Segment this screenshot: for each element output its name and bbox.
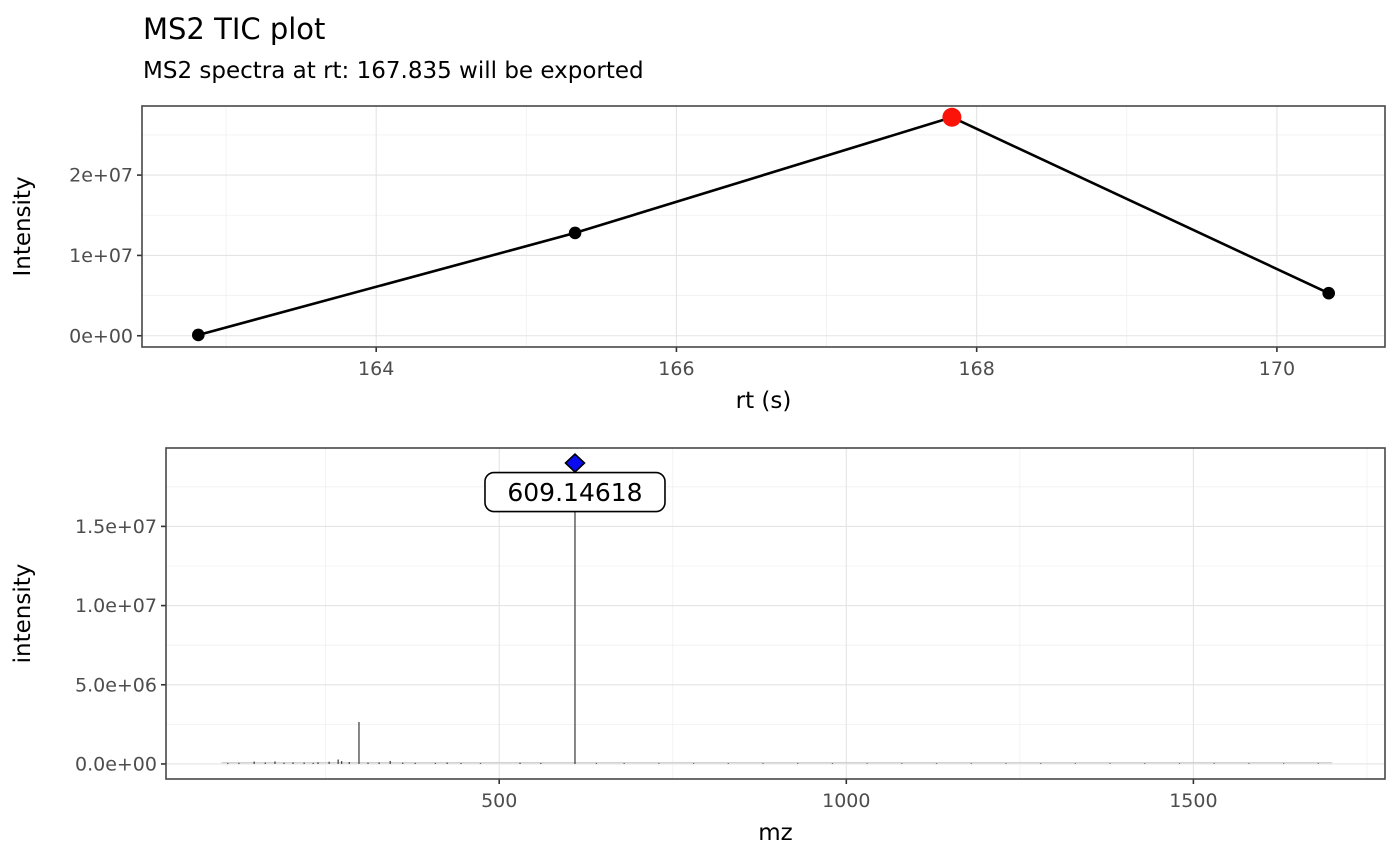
- x-axis-title: rt (s): [736, 388, 792, 414]
- tic-trace-line: [197, 115, 1330, 337]
- tic-point[interactable]: [191, 328, 205, 342]
- tic-selected-point[interactable]: [942, 107, 962, 127]
- tic-chart: 164 166 168 170 0e+00 1e+07 2e+07 rt (s) Intensi…: [10, 105, 1386, 414]
- peak-label-box: [484, 471, 666, 513]
- ms2-spectrum-chart: 500 1000 1500 0.0e+00 5.0e+06 1.0e+07 1.5e+07 m…: [10, 447, 1386, 846]
- x-tick-label: 166: [658, 358, 694, 380]
- plot-panel: [142, 106, 1385, 347]
- y-tick-label: 1.0e+07: [75, 595, 157, 617]
- y-tick-label: 1.5e+07: [75, 516, 157, 538]
- x-tick-label: 500: [481, 790, 517, 812]
- y-tick-label: 2e+07: [69, 165, 133, 187]
- panel-border: [141, 105, 1386, 348]
- panel-border: [165, 447, 1386, 780]
- peak-label-text: 609.14618: [507, 478, 642, 507]
- plot-title: MS2 TIC plot: [143, 12, 326, 46]
- plot-subtitle: MS2 spectra at rt: 167.835 will be expor…: [143, 58, 644, 84]
- y-axis-title: Intensity: [10, 176, 36, 276]
- y-tick-label: 0e+00: [69, 325, 133, 347]
- y-tick-label: 0.0e+00: [75, 753, 157, 775]
- y-tick-label: 1e+07: [69, 245, 133, 267]
- plot-panel: [166, 448, 1385, 779]
- y-axis-title: intensity: [10, 564, 36, 664]
- x-tick-label: 170: [1259, 358, 1295, 380]
- tic-point[interactable]: [1322, 286, 1336, 300]
- tic-point[interactable]: [568, 226, 582, 240]
- y-tick-label: 5.0e+06: [75, 674, 157, 696]
- x-tick-label: 164: [358, 358, 394, 380]
- x-tick-label: 1500: [1169, 790, 1217, 812]
- x-tick-label: 168: [959, 358, 995, 380]
- x-axis-title: mz: [758, 820, 792, 846]
- x-tick-label: 1000: [822, 790, 870, 812]
